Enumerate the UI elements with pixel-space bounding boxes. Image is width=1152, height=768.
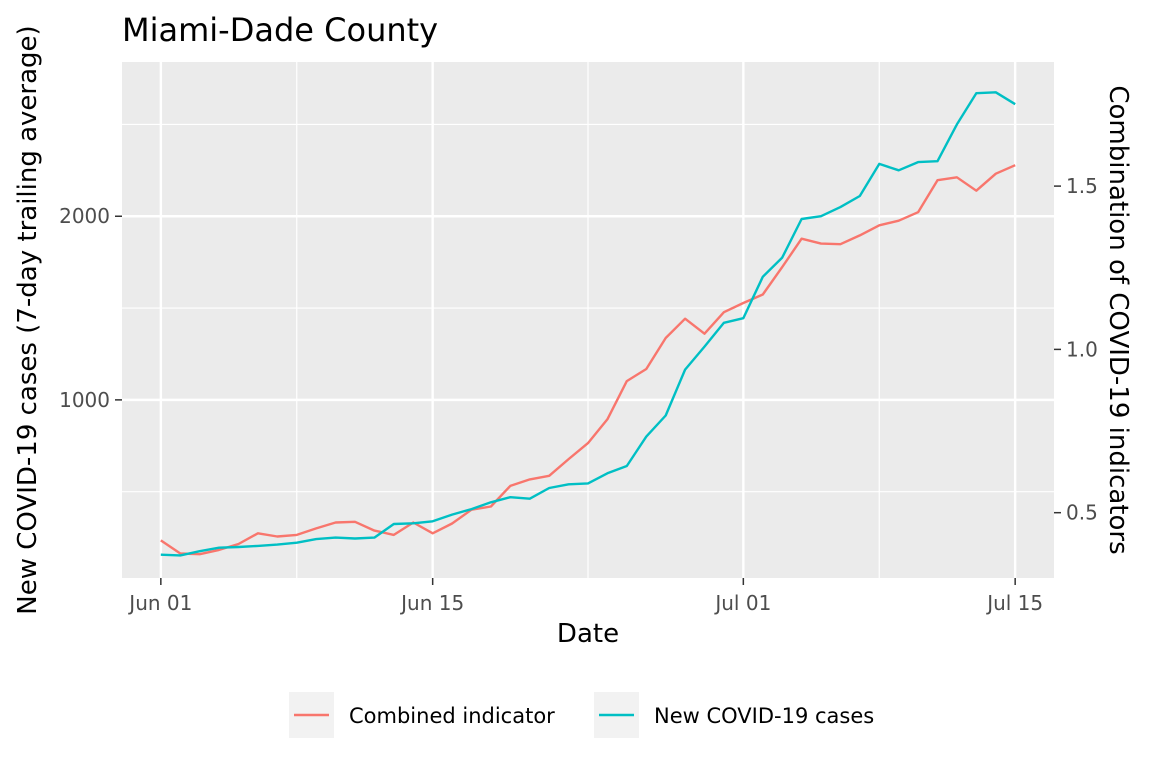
series-line-new-cases bbox=[160, 91, 1016, 557]
y-right-axis-title: Combination of COVID-19 indicators bbox=[1103, 85, 1133, 554]
x-tick-label: Jul 01 bbox=[713, 591, 771, 615]
y-left-tick-label: 2000 bbox=[59, 204, 110, 228]
y-right-tick-label: 1.0 bbox=[1066, 337, 1098, 361]
x-tick-label: Jul 15 bbox=[985, 591, 1043, 615]
grid bbox=[122, 62, 1054, 578]
x-axis-title: Date bbox=[557, 619, 619, 649]
x-tick-label: Jun 01 bbox=[127, 591, 192, 615]
series-line-combined-indicator bbox=[160, 164, 1016, 556]
legend-label-cases: New COVID-19 cases bbox=[654, 704, 874, 728]
x-tick-label: Jun 15 bbox=[399, 591, 464, 615]
y-right-tick-label: 0.5 bbox=[1066, 501, 1098, 525]
y-left-axis-title: New COVID-19 cases (7-day trailing avera… bbox=[13, 25, 43, 614]
y-left-tick-label: 1000 bbox=[59, 388, 110, 412]
chart-title: Miami-Dade County bbox=[122, 11, 438, 49]
legend: Combined indicator New COVID-19 cases bbox=[289, 692, 874, 738]
y-right-tick-label: 1.5 bbox=[1066, 174, 1098, 198]
axes bbox=[115, 185, 1061, 585]
series-lines bbox=[160, 91, 1016, 557]
legend-label-combined: Combined indicator bbox=[349, 704, 555, 728]
